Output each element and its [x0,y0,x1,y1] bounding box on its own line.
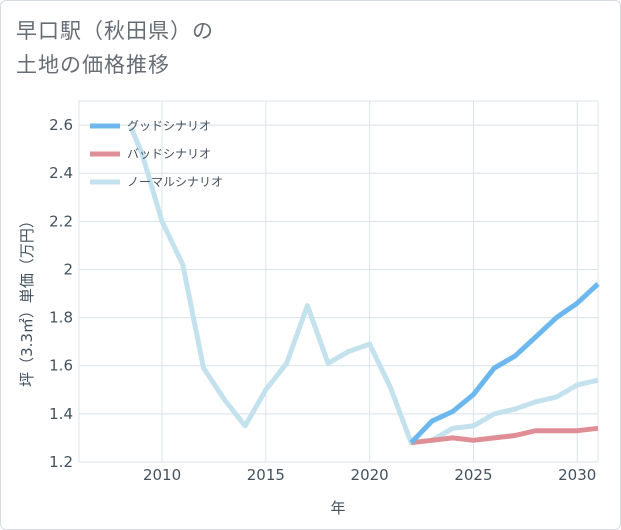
y-tick-label: 1.2 [49,453,73,471]
y-tick-label: 2 [63,260,73,278]
y-tick-label: 1.4 [49,405,73,423]
chart-title-line-2: 土地の価格推移 [16,53,170,77]
grid-lines [79,101,598,463]
series-lines [128,126,600,446]
x-tick-label: 2030 [558,466,596,484]
x-tick-label: 2025 [454,466,492,484]
series-line-1 [410,425,599,446]
x-tick-label: 2020 [351,466,389,484]
y-tick-label: 2.6 [49,116,73,134]
x-tick-label: 2015 [247,466,285,484]
legend-label: ノーマルシナリオ [127,175,223,189]
axis-ticks: 2010 2015 2020 2025 2030 1.2 1.4 1.6 1.8 2 2.2 2.4 2… [49,116,596,484]
y-tick-label: 2.4 [49,164,73,182]
series-line-2 [128,126,599,446]
y-axis-title: 坪（3.3㎡）単価（万円） [18,213,36,387]
chart-title-line-1: 早口駅（秋田県）の [16,19,214,43]
chart-title: 早口駅（秋田県）の 土地の価格推移 [16,14,214,82]
x-axis-title: 年 [330,499,345,517]
series-line-0 [409,282,600,445]
legend-label: バッドシナリオ [127,147,211,161]
plot-area [78,100,599,463]
y-tick-label: 1.6 [49,357,73,375]
legend-label: グッドシナリオ [127,119,211,133]
y-tick-label: 1.8 [49,309,73,327]
y-tick-label: 2.2 [49,212,73,230]
x-tick-label: 2010 [143,466,181,484]
